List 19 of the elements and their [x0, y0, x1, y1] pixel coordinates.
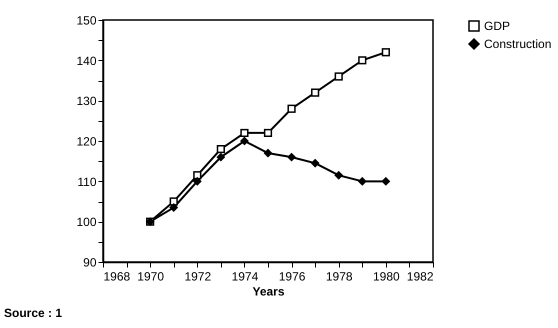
x-tick-label: 1974 [232, 270, 259, 284]
y-tick-label: 120 [76, 134, 97, 148]
y-tick-label: 110 [77, 174, 97, 189]
x-tick-label: 1980 [373, 270, 400, 284]
y-tick-label: 150 [76, 14, 97, 28]
x-tick-label: 1978 [326, 270, 353, 284]
legend-label: Construction [484, 37, 552, 51]
y-tick-label: 90 [83, 256, 97, 270]
x-tick-label: 1972 [184, 270, 212, 284]
legend-label: GDP [484, 19, 510, 33]
y-tick-label: 130 [76, 94, 97, 108]
x-tick-label: 1976 [278, 270, 306, 284]
y-tick-label: 100 [76, 215, 97, 230]
source-note: Source : 1 [4, 306, 62, 320]
y-tick-label: 140 [76, 54, 97, 68]
x-tick-label: 1970 [137, 270, 164, 284]
x-tick-label: 1968 [104, 270, 131, 284]
x-axis-title: Years [252, 284, 285, 298]
x-tick-label: 1982 [406, 270, 434, 284]
